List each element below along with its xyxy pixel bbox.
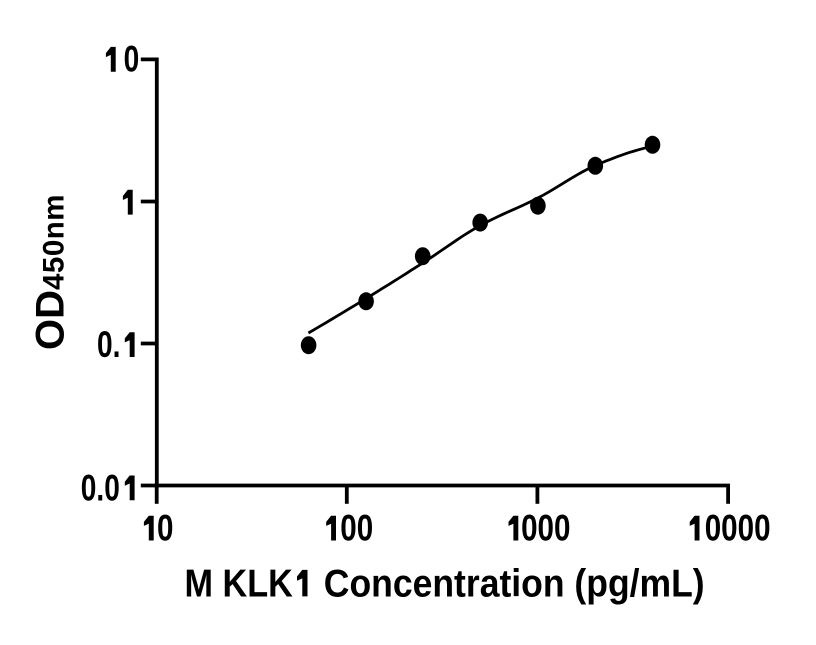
- svg-text:0: 0: [124, 38, 140, 80]
- svg-text:Concentration (pg/mL): Concentration (pg/mL): [324, 561, 705, 605]
- svg-text:M KLK: M KLK: [185, 562, 293, 605]
- svg-text:0000: 0000: [705, 508, 771, 549]
- svg-text:0: 0: [157, 508, 173, 549]
- svg-text:0.0: 0.0: [81, 467, 120, 509]
- svg-text:000: 000: [521, 508, 570, 549]
- svg-text:00: 00: [340, 508, 373, 549]
- svg-text:0.: 0.: [97, 323, 120, 365]
